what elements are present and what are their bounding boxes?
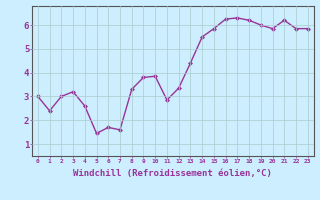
X-axis label: Windchill (Refroidissement éolien,°C): Windchill (Refroidissement éolien,°C) <box>73 169 272 178</box>
